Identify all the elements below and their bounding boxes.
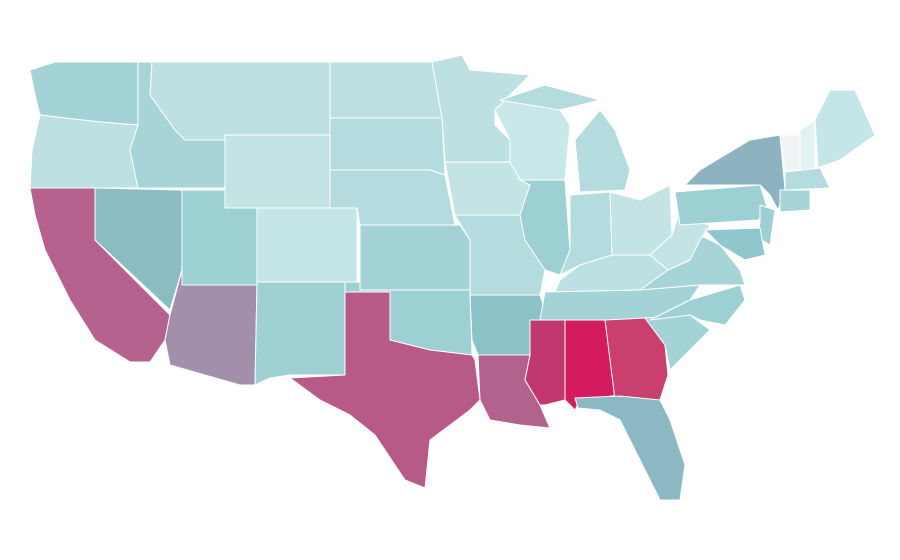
state (224, 134, 331, 209)
state (649, 284, 746, 326)
state (359, 224, 471, 291)
state (164, 269, 258, 386)
state (519, 179, 571, 276)
state (814, 89, 876, 169)
state (574, 109, 631, 193)
state (149, 61, 331, 141)
state (799, 119, 816, 171)
state (779, 189, 811, 213)
state (329, 61, 443, 119)
state (289, 291, 481, 489)
state (329, 117, 446, 176)
state (256, 207, 358, 283)
state (649, 209, 711, 271)
states (29, 54, 876, 501)
state (674, 184, 769, 226)
state (784, 167, 831, 191)
state (254, 281, 346, 386)
state (574, 395, 686, 501)
state (94, 187, 183, 311)
state (757, 204, 776, 246)
state (29, 114, 139, 189)
state (431, 54, 531, 163)
state (499, 84, 601, 111)
state (704, 227, 766, 261)
